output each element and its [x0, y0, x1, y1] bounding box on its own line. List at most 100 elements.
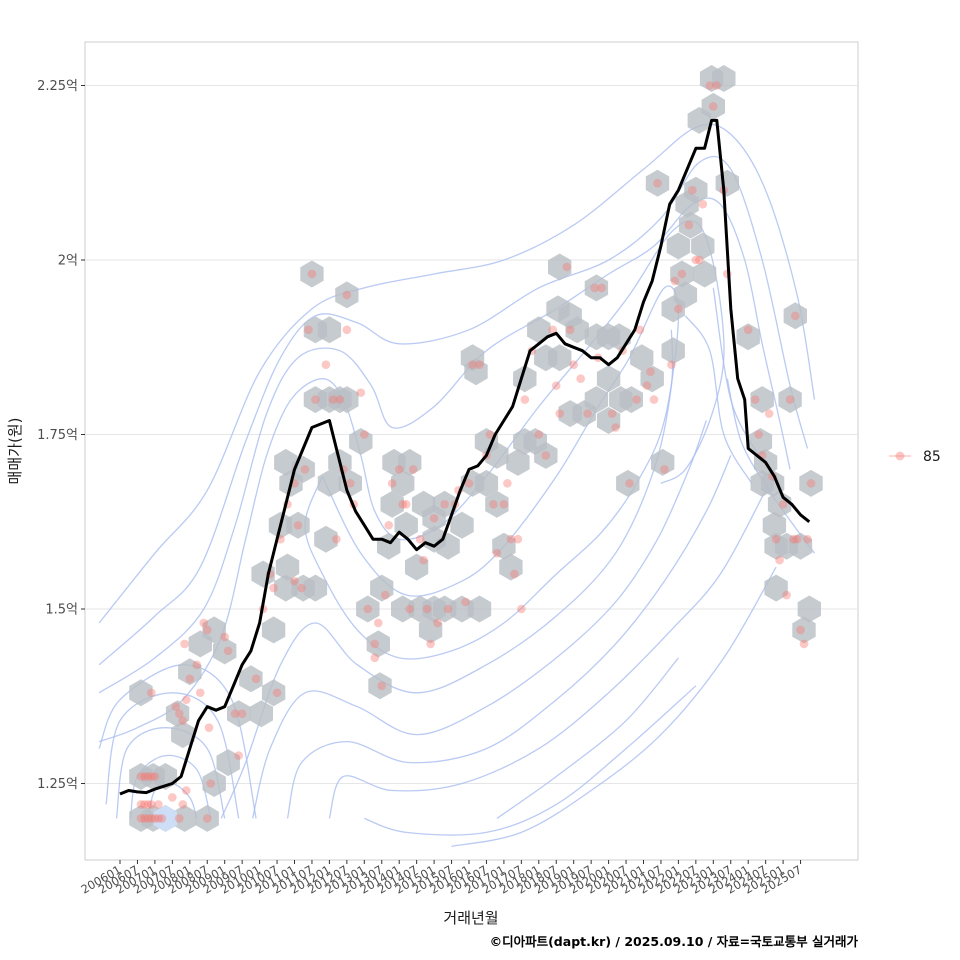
data-point [204, 723, 214, 732]
data-point [555, 409, 565, 418]
hex-bin [750, 469, 774, 497]
hex-bin [450, 511, 474, 539]
data-point [743, 325, 753, 335]
data-point [590, 283, 599, 293]
data-point [513, 534, 523, 544]
data-point [791, 311, 800, 321]
data-point [750, 395, 760, 404]
data-point [140, 772, 149, 781]
data-point [307, 269, 317, 279]
data-point [398, 500, 407, 509]
data-point [789, 534, 798, 544]
hex-bin [584, 274, 609, 302]
data-point [342, 325, 352, 335]
data-point [356, 388, 366, 397]
hex-bin [596, 365, 621, 393]
contour-line [98, 123, 816, 624]
hex-bin [640, 365, 664, 393]
data-point [461, 597, 470, 607]
data-point [464, 479, 474, 488]
hex-bin [736, 323, 760, 351]
data-point [394, 465, 404, 474]
source-caption: ©디아파트(dapt.kr) / 2025.09.10 / 자료=국토교통부 실… [490, 934, 859, 949]
hex-bin [565, 316, 589, 344]
data-point [688, 185, 697, 195]
data-point [304, 325, 313, 335]
hex-bin [534, 441, 558, 469]
data-point [405, 604, 414, 614]
hex-bin [398, 448, 422, 476]
contour-line [98, 197, 791, 694]
hex-bin [645, 169, 670, 197]
data-point [136, 772, 146, 781]
hex-bin [548, 344, 572, 372]
hex-bin [391, 469, 415, 497]
data-point [380, 590, 390, 600]
data-point [370, 639, 380, 649]
y-tick-label: 1.5억 [45, 603, 78, 618]
contour-line [684, 315, 753, 484]
contour-line [364, 685, 697, 836]
data-point [290, 576, 299, 586]
hex-bin [499, 553, 523, 581]
y-axis: 1.25억 1.5억 1.75억 2억 2.25억 [37, 79, 85, 792]
hex-bin [788, 532, 813, 560]
data-point [147, 814, 156, 823]
hex-bin [317, 316, 342, 344]
data-point [674, 304, 683, 314]
hex-bin [764, 574, 788, 602]
data-point [408, 465, 418, 474]
hex-bin [249, 700, 273, 728]
data-point [642, 381, 652, 390]
hex-bin [171, 721, 195, 749]
hex-bin [684, 176, 708, 204]
hex-bin [651, 448, 675, 476]
hex-bin [712, 65, 736, 92]
data-point [199, 618, 209, 628]
data-point [764, 409, 774, 418]
hex-bin [546, 295, 570, 323]
data-point [300, 465, 310, 474]
data-point [237, 709, 247, 718]
data-point [178, 800, 188, 809]
scatter-points [136, 81, 816, 823]
data-point [684, 220, 694, 230]
data-point [778, 500, 788, 509]
data-point [503, 479, 512, 488]
data-point [649, 395, 659, 404]
data-point [136, 800, 146, 809]
data-point [517, 604, 526, 614]
data-point [611, 423, 620, 432]
data-point [492, 548, 502, 558]
hex-bin [485, 490, 509, 518]
data-point [806, 479, 816, 488]
data-point [182, 695, 191, 705]
data-point [223, 646, 233, 656]
data-point [551, 381, 561, 390]
hex-bin [349, 428, 373, 455]
y-tick-label: 1.75억 [37, 428, 78, 443]
hex-bin [239, 665, 263, 693]
data-point [632, 395, 641, 404]
hex-bins [129, 65, 823, 832]
data-point [468, 360, 477, 370]
hex-bin [670, 260, 694, 288]
data-point [384, 520, 394, 530]
hex-bin [261, 679, 286, 707]
hex-bin [783, 302, 807, 330]
data-point [541, 451, 551, 460]
data-point [489, 500, 498, 509]
trend-line [119, 118, 811, 796]
data-point [328, 395, 338, 404]
hex-bin [129, 804, 153, 832]
hex-bin [261, 616, 286, 644]
data-point [691, 255, 701, 265]
hex-bin [286, 511, 310, 539]
y-tick-label: 2.25억 [37, 79, 78, 94]
data-point [171, 702, 181, 712]
data-point [667, 360, 676, 370]
data-point [342, 290, 352, 300]
hex-bin [673, 281, 698, 309]
hex-bin [596, 407, 621, 434]
